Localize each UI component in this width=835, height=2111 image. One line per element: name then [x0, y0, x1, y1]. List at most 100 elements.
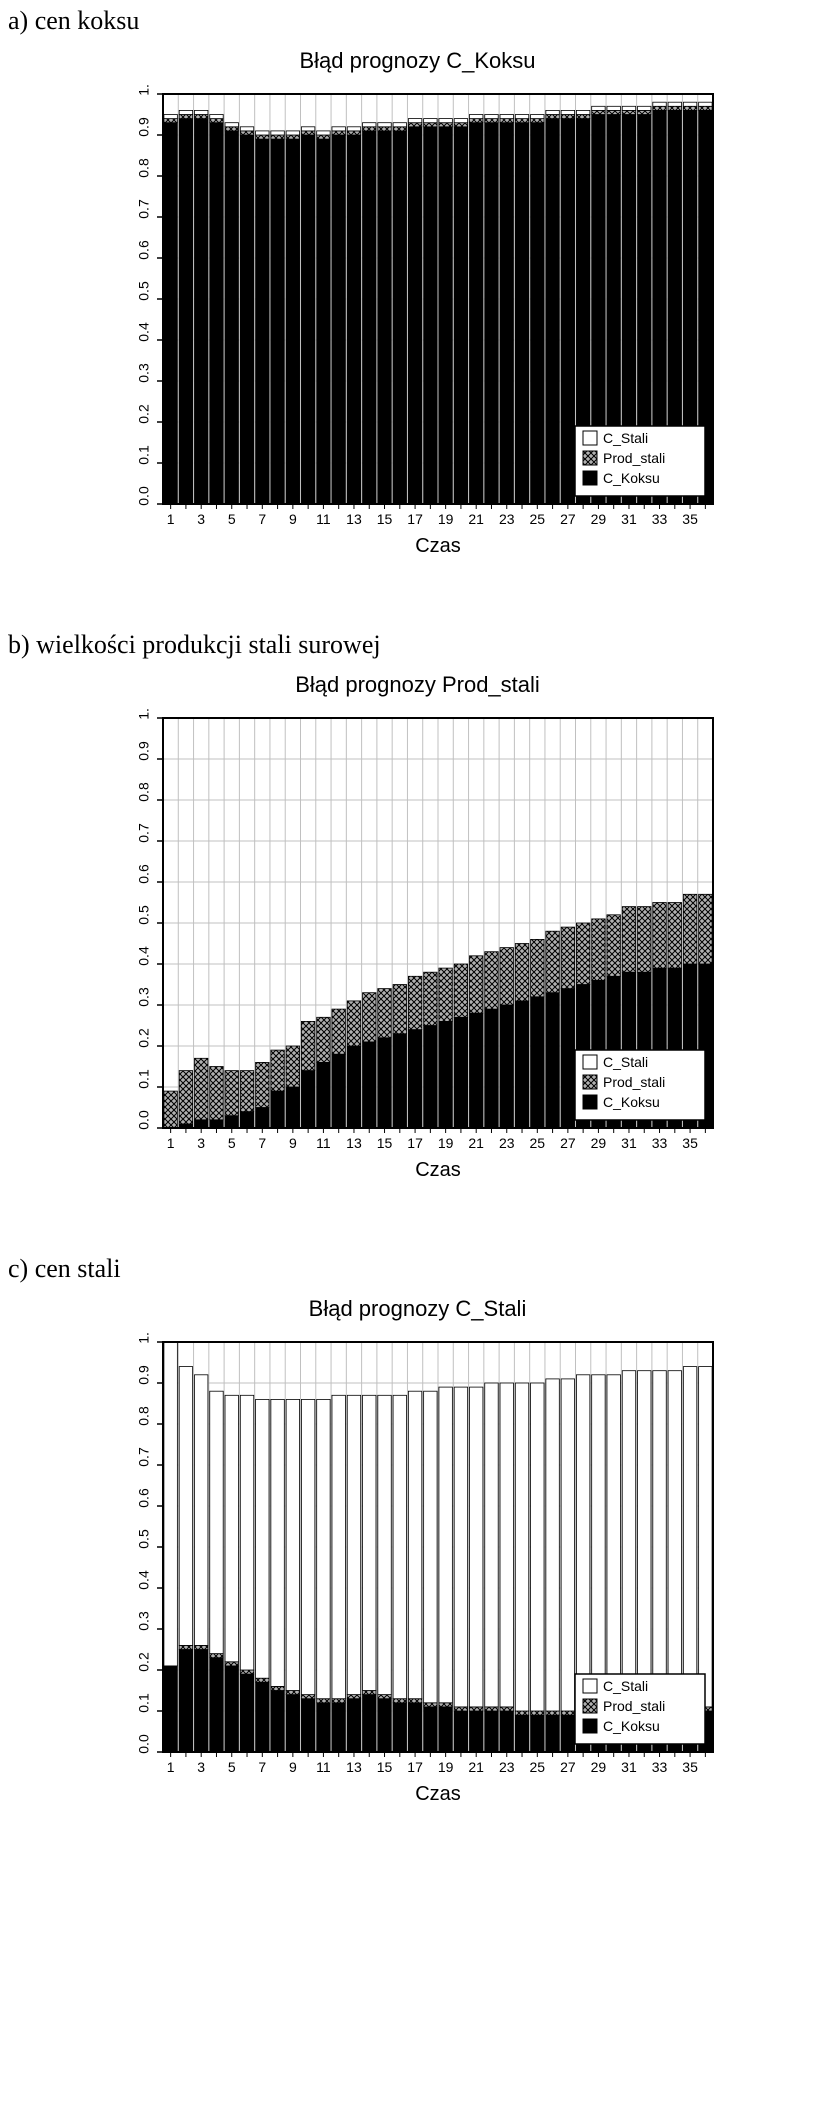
bar-segment [622, 907, 635, 973]
bar-segment [561, 119, 574, 504]
bar-segment [423, 119, 436, 123]
bar-segment [331, 127, 344, 131]
bar-segment [561, 110, 574, 114]
bar-segment [561, 1711, 574, 1715]
bar-segment [255, 1678, 268, 1682]
bar-segment [622, 110, 635, 114]
x-tick-label: 3 [197, 511, 205, 527]
x-tick-label: 23 [498, 1135, 514, 1151]
bar-segment [163, 115, 176, 119]
bar-segment [163, 1666, 176, 1752]
bar-segment [408, 123, 421, 127]
bar-segment [301, 127, 314, 131]
bar-segment [637, 110, 650, 114]
bar-segment [469, 956, 482, 1013]
bar-segment [576, 110, 589, 114]
bar-segment [530, 119, 543, 123]
bar-segment [668, 102, 681, 106]
bar-segment [362, 1691, 375, 1695]
x-tick-label: 5 [227, 1135, 235, 1151]
x-tick-label: 15 [376, 1135, 392, 1151]
bar-segment [438, 1707, 451, 1752]
bar-segment [500, 119, 513, 123]
bar-segment [484, 1711, 497, 1752]
bar-segment [622, 106, 635, 110]
bar-segment [606, 915, 619, 977]
bar-segment [393, 131, 406, 504]
legend-swatch [583, 1679, 597, 1693]
y-tick-label: 0.8 [135, 158, 151, 178]
bar-segment [347, 1395, 360, 1694]
bar-segment [270, 139, 283, 504]
x-tick-label: 21 [468, 1135, 484, 1151]
bar-segment [393, 985, 406, 1034]
bar-segment [270, 1091, 283, 1128]
bar-segment [515, 944, 528, 1001]
bar-segment [545, 993, 558, 1128]
bar-segment [194, 119, 207, 504]
bar-segment [255, 1108, 268, 1129]
legend-swatch [583, 1075, 597, 1089]
bar-segment [438, 1703, 451, 1707]
bar-segment [255, 1682, 268, 1752]
bar-segment [454, 123, 467, 127]
bar-segment [668, 1371, 681, 1711]
bar-segment [240, 1674, 253, 1752]
bar-segment [240, 1071, 253, 1112]
bar-segment [530, 123, 543, 504]
x-tick-label: 23 [498, 1759, 514, 1775]
bar-segment [515, 1715, 528, 1752]
bar-segment [377, 1695, 390, 1699]
bar-segment [240, 1395, 253, 1670]
x-tick-label: 31 [621, 1759, 637, 1775]
legend-swatch [583, 431, 597, 445]
bar-segment [286, 139, 299, 504]
bar-segment [316, 1699, 329, 1703]
bar-segment [347, 127, 360, 131]
bar-segment [377, 1395, 390, 1694]
bar-segment [225, 131, 238, 504]
bar-segment [484, 1009, 497, 1128]
bar-segment [377, 131, 390, 504]
bar-segment [301, 135, 314, 504]
bar-segment [576, 923, 589, 985]
chart-c: 0.00.10.20.30.40.50.60.70.80.91.01357911… [108, 1332, 728, 1812]
bar-segment [500, 115, 513, 119]
bar-segment [408, 1699, 421, 1703]
bar-segment [652, 1371, 665, 1711]
x-tick-label: 5 [227, 511, 235, 527]
bar-segment [561, 989, 574, 1128]
bar-segment [255, 131, 268, 135]
bar-segment [500, 123, 513, 504]
bar-segment [454, 127, 467, 504]
bar-segment [393, 1034, 406, 1128]
y-tick-label: 0.9 [135, 741, 151, 761]
x-tick-label: 17 [407, 1135, 423, 1151]
y-tick-label: 0.2 [135, 1028, 151, 1048]
bar-segment [637, 907, 650, 973]
x-tick-label: 27 [560, 511, 576, 527]
bar-segment [484, 115, 497, 119]
panel-a: a) cen koksuBłąd prognozy C_Koksu0.00.10… [0, 0, 835, 564]
bar-segment [240, 135, 253, 504]
bar-segment [408, 1391, 421, 1699]
x-tick-label: 11 [316, 1759, 331, 1775]
x-tick-label: 19 [437, 1135, 453, 1151]
bar-segment [286, 1046, 299, 1087]
bar-segment [209, 1658, 222, 1752]
bar-segment [362, 1042, 375, 1128]
bar-segment [454, 1017, 467, 1128]
bar-segment [591, 919, 604, 981]
bar-segment [240, 131, 253, 135]
legend-label: C_Koksu [603, 470, 660, 486]
bar-segment [209, 119, 222, 123]
bar-segment [163, 119, 176, 123]
panel-c: c) cen staliBłąd prognozy C_Stali0.00.10… [0, 1248, 835, 1812]
bar-segment [163, 1091, 176, 1128]
bar-segment [270, 131, 283, 135]
bar-segment [255, 139, 268, 504]
bar-segment [301, 131, 314, 135]
legend-label: Prod_stali [603, 1698, 665, 1714]
y-tick-label: 0.9 [135, 1365, 151, 1385]
y-tick-label: 0.6 [135, 1488, 151, 1508]
